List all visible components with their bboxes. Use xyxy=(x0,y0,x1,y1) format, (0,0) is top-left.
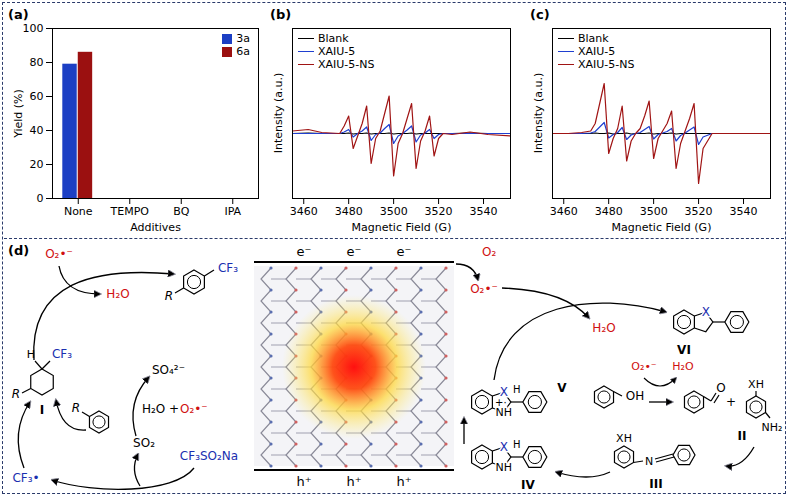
svg-text:XH: XH xyxy=(748,378,764,391)
svg-text:X: X xyxy=(499,385,508,400)
svg-text:O₂•⁻: O₂•⁻ xyxy=(45,247,73,261)
svg-text:N: N xyxy=(645,455,653,468)
svg-text:e⁻: e⁻ xyxy=(397,244,412,259)
svg-text:H: H xyxy=(27,348,35,361)
svg-text:II: II xyxy=(738,429,747,443)
svg-text:H: H xyxy=(513,384,521,395)
html-text:Blank: Blank xyxy=(318,32,349,45)
svg-text:H₂O: H₂O xyxy=(106,287,129,301)
svg-text:3500: 3500 xyxy=(640,205,668,218)
svg-text:H₂O +: H₂O + xyxy=(142,402,179,416)
svg-text:BQ: BQ xyxy=(173,205,190,218)
svg-text:None: None xyxy=(64,205,93,218)
svg-text:H₂O: H₂O xyxy=(672,360,694,373)
svg-text:3520: 3520 xyxy=(685,205,713,218)
svg-text:e⁻: e⁻ xyxy=(347,244,362,259)
svg-text:(d): (d) xyxy=(8,243,29,258)
svg-text:100: 100 xyxy=(23,22,44,35)
svg-text:CF₃•: CF₃• xyxy=(12,471,39,485)
svg-text:O₂•⁻: O₂•⁻ xyxy=(470,282,498,296)
html-text:XAIU-5: XAIU-5 xyxy=(318,45,356,58)
svg-text:80: 80 xyxy=(30,56,44,69)
svg-text:VI: VI xyxy=(677,343,691,357)
html-text:XAIU-5: XAIU-5 xyxy=(578,45,616,58)
svg-text:SO₄²⁻: SO₄²⁻ xyxy=(152,363,185,377)
svg-text:3480: 3480 xyxy=(595,205,623,218)
svg-text:III: III xyxy=(649,477,662,491)
svg-text:O₂: O₂ xyxy=(482,245,496,259)
svg-text:H: H xyxy=(513,439,521,450)
svg-text:CF₃SO₂Na: CF₃SO₂Na xyxy=(180,449,238,463)
svg-text:V: V xyxy=(557,381,567,395)
svg-text:R: R xyxy=(165,289,173,303)
svg-text:XH: XH xyxy=(616,432,632,445)
html-text:Blank: Blank xyxy=(578,32,609,45)
svg-text:+: + xyxy=(726,395,736,409)
svg-text:O₂•⁻: O₂•⁻ xyxy=(180,402,208,416)
svg-text:3540: 3540 xyxy=(470,205,498,218)
svg-text:NH: NH xyxy=(496,461,513,474)
svg-text:Yield (%): Yield (%) xyxy=(12,89,25,139)
svg-text:IV: IV xyxy=(521,478,535,492)
html-text:Intensity (a.u.): Intensity (a.u.) xyxy=(532,72,545,154)
svg-text:20: 20 xyxy=(30,158,44,171)
html-text:(b): (b) xyxy=(270,7,292,22)
svg-text:R: R xyxy=(12,387,20,401)
svg-text:CF₃: CF₃ xyxy=(218,261,238,275)
svg-text:0: 0 xyxy=(37,192,44,205)
svg-text:Additives: Additives xyxy=(130,221,181,234)
html-text:(a): (a) xyxy=(8,7,29,22)
svg-text:IPA: IPA xyxy=(224,205,241,218)
svg-text:X: X xyxy=(702,305,710,319)
svg-text:OH: OH xyxy=(626,389,644,403)
svg-text:I: I xyxy=(40,403,44,417)
html-text:XAIU-5-NS: XAIU-5-NS xyxy=(578,58,635,71)
html-text:Intensity (a.u.): Intensity (a.u.) xyxy=(272,72,285,154)
svg-text:3460: 3460 xyxy=(290,205,318,218)
svg-text:SO₂: SO₂ xyxy=(133,436,155,450)
svg-text:Magnetic Field (G): Magnetic Field (G) xyxy=(352,221,452,234)
svg-text:h⁺: h⁺ xyxy=(296,474,311,489)
html-text:(c): (c) xyxy=(530,7,550,22)
svg-text:R: R xyxy=(72,401,80,415)
svg-text:h⁺: h⁺ xyxy=(346,474,361,489)
svg-text:3540: 3540 xyxy=(730,205,758,218)
svg-text:O: O xyxy=(716,381,725,395)
svg-text:O₂•⁻: O₂•⁻ xyxy=(631,360,657,373)
svg-text:3500: 3500 xyxy=(380,205,408,218)
svg-text:+·: +· xyxy=(495,397,507,408)
html-text:3a: 3a xyxy=(236,32,250,45)
svg-text:h⁺: h⁺ xyxy=(396,474,411,489)
svg-text:CF₃: CF₃ xyxy=(52,347,72,361)
svg-text:X: X xyxy=(500,440,508,454)
svg-text:60: 60 xyxy=(30,90,44,103)
svg-text:e⁻: e⁻ xyxy=(297,244,312,259)
html-text:XAIU-5-NS: XAIU-5-NS xyxy=(318,58,375,71)
svg-text:40: 40 xyxy=(30,124,44,137)
svg-text:NH₂: NH₂ xyxy=(762,421,783,434)
svg-text:3460: 3460 xyxy=(550,205,578,218)
svg-text:Magnetic Field (G): Magnetic Field (G) xyxy=(612,221,712,234)
svg-text:3480: 3480 xyxy=(335,205,363,218)
svg-text:3520: 3520 xyxy=(425,205,453,218)
svg-text:NH: NH xyxy=(495,405,513,419)
svg-text:TEMPO: TEMPO xyxy=(110,205,150,218)
html-text:6a: 6a xyxy=(236,45,250,58)
svg-text:H₂O: H₂O xyxy=(592,321,615,335)
